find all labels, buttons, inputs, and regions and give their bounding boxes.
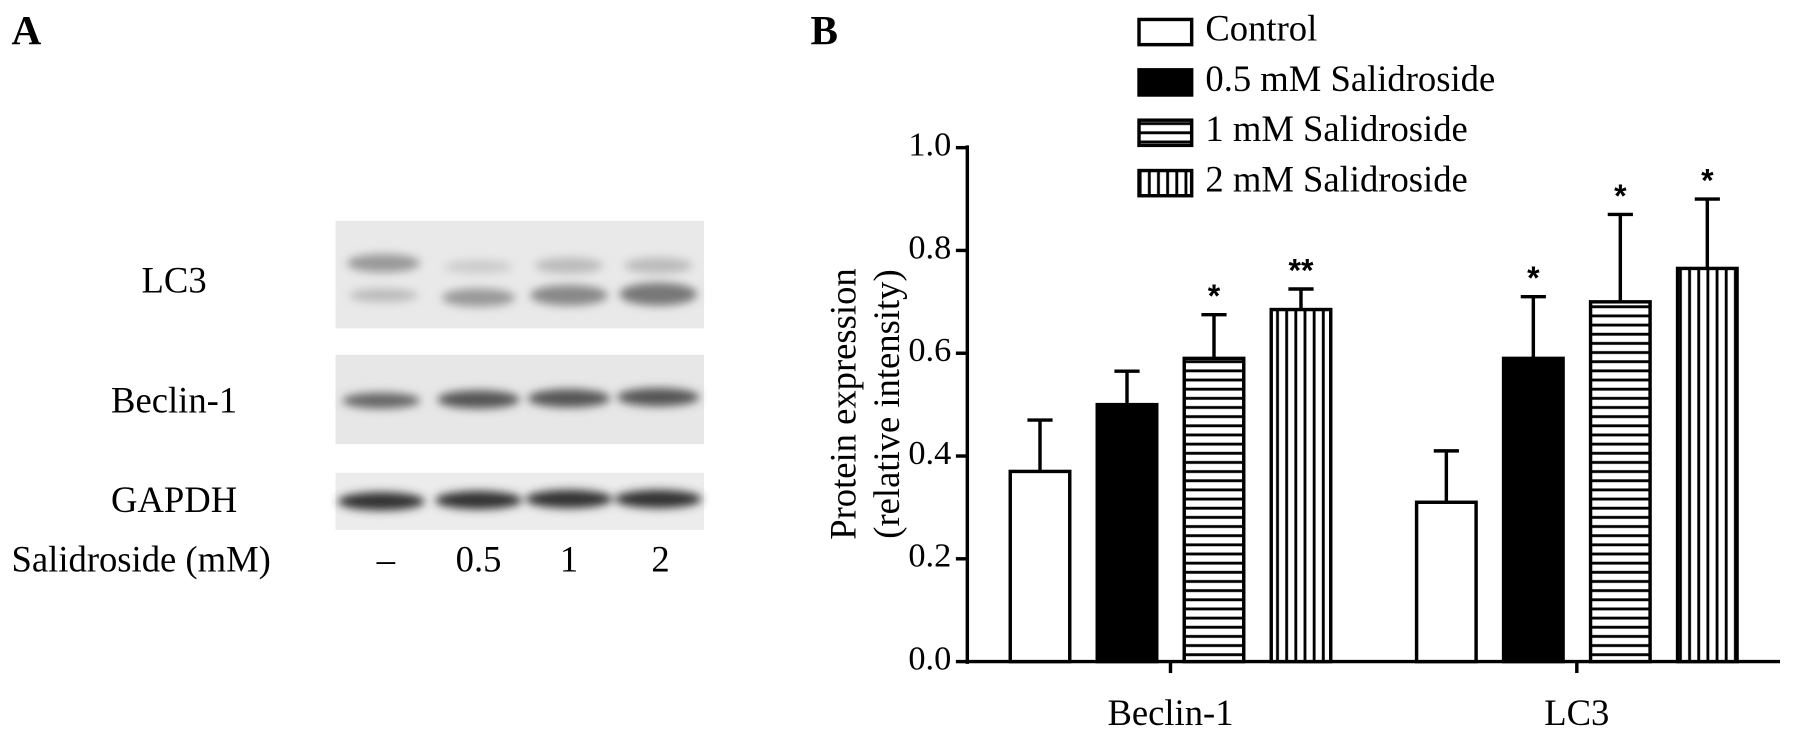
row-label: Beclin-1 bbox=[111, 379, 237, 420]
legend-label: 1 mM Salidroside bbox=[1205, 108, 1467, 149]
bands bbox=[337, 254, 702, 511]
y-tick-label: 0.0 bbox=[908, 639, 951, 677]
bar bbox=[1095, 402, 1159, 664]
lane-label: 0.5 bbox=[456, 539, 502, 580]
bar bbox=[1182, 356, 1246, 664]
blot-strip bbox=[335, 220, 705, 329]
bar bbox=[1675, 266, 1739, 664]
legend-swatch bbox=[1137, 168, 1194, 198]
lane-label: 1 bbox=[560, 539, 578, 580]
row-label: LC3 bbox=[142, 259, 207, 300]
legend-swatch bbox=[1137, 68, 1194, 97]
x-tick-label: Beclin-1 bbox=[1107, 692, 1233, 733]
legend-label: 0.5 mM Salidroside bbox=[1205, 58, 1495, 99]
significance-label: * bbox=[1614, 178, 1627, 214]
bar bbox=[1269, 307, 1333, 664]
significance-label: * bbox=[1701, 162, 1714, 198]
bar bbox=[1414, 500, 1478, 664]
bar bbox=[1008, 469, 1072, 664]
significance-label: * bbox=[1527, 260, 1540, 296]
bar bbox=[1588, 300, 1652, 664]
lane-label: – bbox=[376, 539, 396, 580]
y-tick-label: 0.2 bbox=[908, 537, 951, 575]
significance-label: ** bbox=[1289, 252, 1314, 288]
y-tick-label: 1.0 bbox=[908, 126, 951, 164]
bar bbox=[1501, 356, 1565, 664]
y-axis-title: Protein expression (relative intensity) bbox=[823, 268, 907, 539]
significance-label: * bbox=[1208, 278, 1221, 314]
x-tick-label: LC3 bbox=[1544, 692, 1609, 733]
y-axis-title-line: Protein expression bbox=[823, 268, 864, 539]
row-label: GAPDH bbox=[111, 479, 237, 520]
treatment-label: Salidroside (mM) bbox=[12, 539, 271, 580]
lane-label: 2 bbox=[651, 539, 669, 580]
legend-label: 2 mM Salidroside bbox=[1205, 159, 1467, 200]
y-tick-label: 0.6 bbox=[908, 331, 951, 369]
panel-label: B bbox=[811, 7, 838, 53]
blot bbox=[335, 220, 705, 530]
y-axis-title-line: (relative intensity) bbox=[866, 269, 907, 538]
legend-swatch bbox=[1137, 118, 1194, 148]
y-tick-label: 0.4 bbox=[908, 434, 951, 472]
y-tick-label: 0.8 bbox=[908, 228, 951, 266]
panel-label: A bbox=[12, 7, 42, 53]
legend-label: Control bbox=[1205, 7, 1317, 48]
legend-swatch bbox=[1137, 17, 1194, 47]
